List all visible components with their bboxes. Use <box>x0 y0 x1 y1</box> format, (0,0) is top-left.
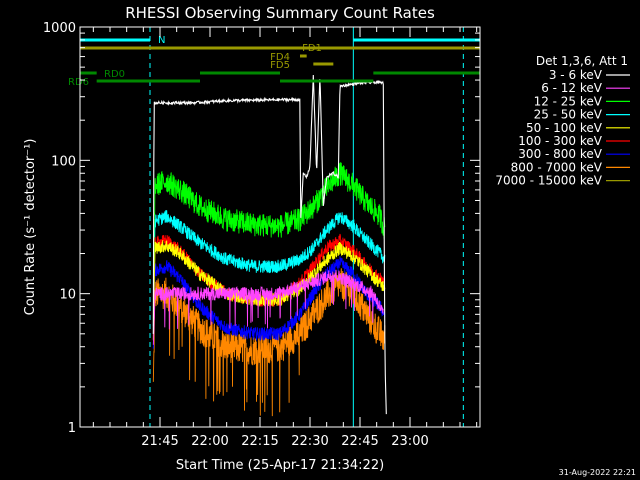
x-tick-label-4: 22:45 <box>341 434 378 449</box>
y-tick-label-1: 10 <box>59 288 76 303</box>
x-tick-label-1: 22:00 <box>191 434 228 449</box>
flag-label-fd4: FD4 <box>270 52 290 63</box>
legend-label-1: 6 - 12 keV <box>541 81 603 95</box>
y-tick-label-2: 100 <box>51 154 76 169</box>
y-tick-label-0: 1 <box>68 421 76 436</box>
series-line-1 <box>152 269 384 345</box>
y-axis-label: Count Rate (s⁻¹ detector⁻¹) <box>23 139 38 316</box>
legend-label-0: 3 - 6 keV <box>549 68 603 82</box>
legend-label-2: 12 - 25 keV <box>534 94 603 108</box>
series-line-3 <box>152 210 386 327</box>
x-tick-label-3: 22:30 <box>291 434 328 449</box>
flag-label-fd5: FD5 <box>270 60 290 71</box>
x-tick-label-5: 23:00 <box>391 434 428 449</box>
chart-title: RHESSI Observing Summary Count Rates <box>125 4 435 22</box>
x-tick-label-2: 22:15 <box>241 434 278 449</box>
series-line-4 <box>152 240 386 341</box>
legend-label-4: 50 - 100 keV <box>526 121 603 135</box>
footer-date: 31-Aug-2022 22:21 <box>559 468 636 477</box>
plot-frame <box>79 26 481 428</box>
legend-header: Det 1,3,6, Att 1 <box>536 54 628 68</box>
y-tick-label-3: 1000 <box>43 21 76 36</box>
x-axis-label: Start Time (25-Apr-17 21:34:22) <box>176 458 384 473</box>
legend-label-8: 7000 - 15000 keV <box>495 174 602 188</box>
legend-label-7: 800 - 7000 keV <box>511 160 603 174</box>
flag-label-rd6: RD6 <box>68 77 89 88</box>
x-tick-label-0: 21:45 <box>141 434 178 449</box>
flag-label-fd1: FD1 <box>302 43 322 54</box>
series-line-2 <box>153 162 386 288</box>
legend-label-5: 100 - 300 keV <box>518 134 602 148</box>
series-line-6 <box>152 256 386 349</box>
flag-label-rd0: RD0 <box>104 69 125 80</box>
flag-label-n: N <box>158 35 165 46</box>
series-line-0 <box>152 74 387 415</box>
legend-label-6: 300 - 800 keV <box>518 147 602 161</box>
legend-label-3: 25 - 50 keV <box>534 108 603 122</box>
